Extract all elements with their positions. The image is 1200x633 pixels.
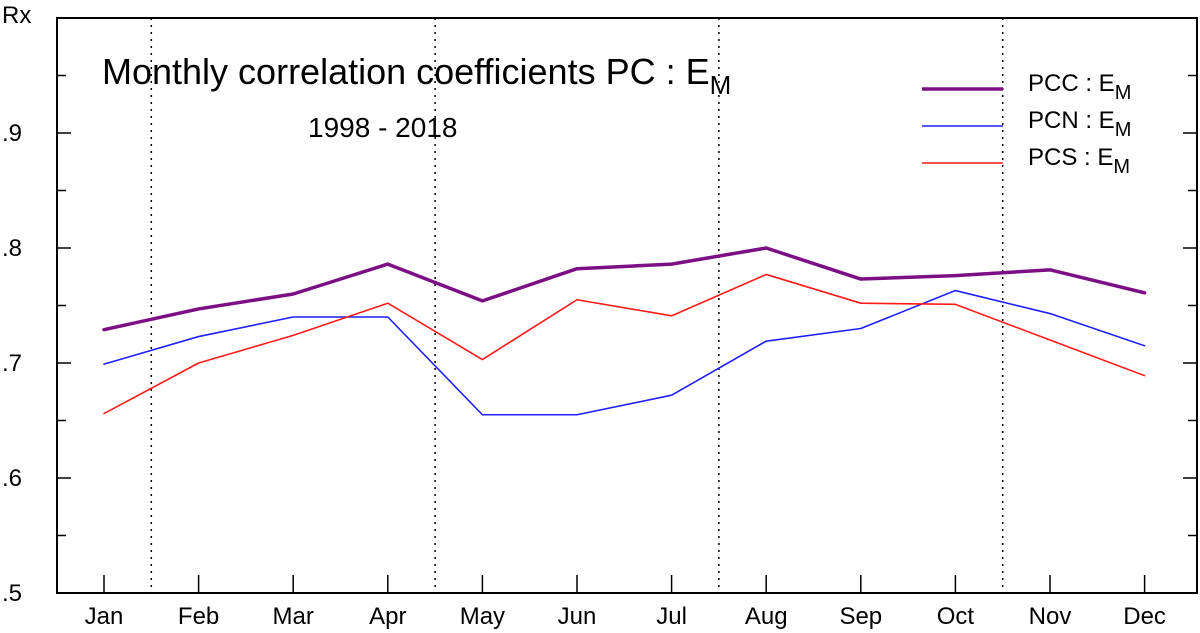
x-tick-label: May [460,603,505,630]
x-tick-label: Dec [1123,603,1166,630]
plot-frame [56,17,1198,594]
x-tick-label: Jan [85,603,124,630]
legend-label-main: PCS : E [1028,144,1113,171]
chart-title-subscript: M [710,70,732,100]
y-tick-label: .7 [2,350,22,377]
x-tick-label: Nov [1029,603,1072,630]
x-tick-label: Jun [558,603,597,630]
y-tick-labels: .5 .6 .7 .8 .9 [2,120,22,607]
series-line-3 [103,273,1146,415]
series-line-1 [102,246,1147,332]
x-tick-label: Oct [937,603,975,630]
series-lines [102,246,1147,416]
y-tick-label: .9 [2,120,22,147]
legend-label-main: PCN : E [1028,107,1115,134]
x-tick-label: Apr [369,603,406,630]
x-tick-label: Mar [273,603,314,630]
legend-label-subscript: M [1115,119,1132,141]
legend-label: PCS : EM [1028,144,1130,178]
legend-label-main: PCC : E [1028,70,1115,97]
x-tick-label: Aug [745,603,788,630]
chart-title-main: Monthly correlation coefficients PC : E [102,51,710,92]
x-tick-label: Feb [178,603,219,630]
x-tick-label: Jul [656,603,687,630]
chart-subtitle: 1998 - 2018 [308,112,457,143]
x-tick-labels: Jan Feb Mar Apr May Jun Jul Aug Sep Oct Nov Dec [85,603,1166,630]
chart-title: Monthly correlation coefficients PC : EM [102,51,731,100]
season-separators [150,18,1004,593]
legend-label: PCN : EM [1028,107,1131,141]
x-tick-label: Sep [839,603,882,630]
series-line-2 [103,289,1146,416]
y-tick-label: .5 [2,580,22,607]
legend-label-subscript: M [1113,156,1130,178]
y-tick-label: .8 [2,235,22,262]
y-tick-label: .6 [2,465,22,492]
legend-label-subscript: M [1115,82,1132,104]
y-axis-label: Rx [2,2,31,29]
legend-label: PCC : EM [1028,70,1131,104]
